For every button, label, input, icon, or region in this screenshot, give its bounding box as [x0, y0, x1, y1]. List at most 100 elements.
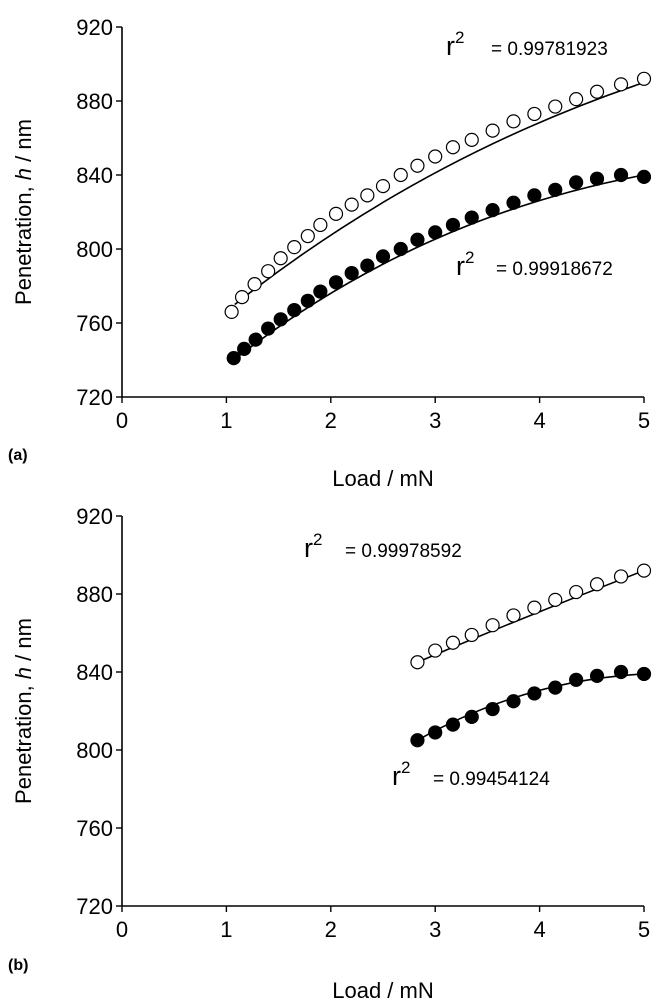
x-tick-label: 1 [220, 917, 232, 942]
y-axis-title: Penetration, h / nm [11, 119, 36, 305]
open-circle-point [234, 290, 250, 305]
y-tick-label: 840 [76, 163, 113, 188]
x-tick-label: 2 [325, 917, 337, 942]
x-tick-label: 1 [220, 408, 232, 433]
open-circle-point [569, 92, 584, 107]
open-circle-point [527, 106, 542, 122]
filled-circle-point [300, 293, 315, 308]
r-squared-symbol: r2 [446, 28, 464, 61]
open-circle-point [569, 584, 584, 600]
open-circle-point [247, 277, 262, 292]
filled-circle-point [273, 312, 288, 327]
filled-circle-point [464, 709, 479, 724]
x-tick-label: 4 [533, 917, 545, 942]
open-circle-point [287, 240, 302, 255]
panel-label: (b) [8, 957, 28, 974]
open-circle-point [344, 197, 359, 212]
filled-circle-point [360, 258, 375, 273]
filled-circle-point [445, 717, 461, 732]
filled-circle-point [313, 284, 328, 299]
open-circle-point [506, 114, 521, 129]
open-circle-point [589, 84, 605, 99]
r-squared-superscript: 2 [455, 28, 464, 47]
r-squared-superscript: 2 [313, 530, 322, 549]
filled-circle-point [506, 694, 521, 709]
panel-b: 720 760 800 840 880 920 0 1 2 3 4 5 Load / mN Penetra… [8, 504, 652, 1003]
filled-circle-point [375, 249, 391, 264]
open-circle-point [410, 158, 425, 173]
filled-circle-point [410, 232, 425, 247]
y-axis-title-variable: h [11, 168, 36, 180]
open-circle-point [613, 569, 629, 584]
y-axis-title-unit: / nm [11, 618, 36, 667]
filled-circle-point [569, 175, 584, 190]
filled-circle-point [569, 672, 584, 687]
y-axis-title: Penetration, h / nm [11, 618, 36, 804]
filled-circle-point [485, 203, 500, 218]
open-circle-point [375, 179, 391, 194]
filled-circle-point [636, 169, 652, 184]
open-circle-point [485, 618, 500, 633]
y-tick-label: 800 [76, 237, 113, 262]
r-squared-value: = 0.99454124 [433, 769, 550, 790]
filled-circle-point [445, 217, 461, 233]
r-squared-symbol: r2 [392, 758, 410, 791]
y-tick-label: 760 [76, 311, 113, 336]
y-tick-label: 920 [76, 504, 113, 529]
r-squared-r: r [392, 761, 401, 791]
open-circle-point [464, 132, 479, 147]
r-squared-value: = 0.99978592 [345, 541, 462, 562]
filled-circle-point [428, 725, 443, 740]
y-axis-title-unit: / nm [11, 119, 36, 168]
open-circle-point [300, 228, 315, 244]
filled-circle-point [506, 195, 521, 210]
filled-circle-point [527, 686, 542, 701]
filled-circle-point [226, 351, 241, 366]
open-circle-point [410, 655, 425, 670]
panel-a: 720 760 800 840 880 920 0 1 2 3 4 5 Load / mN Penetra… [8, 15, 652, 491]
y-tick-label: 800 [76, 738, 113, 763]
open-circle-point [527, 600, 542, 615]
x-axis-title: Load / mN [332, 978, 434, 1003]
filled-circle-point [237, 341, 252, 356]
y-tick-label: 720 [76, 385, 113, 410]
y-tick-label: 880 [76, 89, 113, 114]
y-tick-label: 880 [76, 582, 113, 607]
x-tick-label: 3 [429, 917, 441, 942]
open-circle-point [464, 627, 479, 643]
filled-circle-point [613, 664, 629, 680]
r-squared-r: r [456, 251, 465, 281]
open-circle-point [548, 592, 563, 607]
r-squared-symbol: r2 [456, 248, 474, 281]
open-circle-point [445, 635, 461, 650]
r-squared-symbol: r2 [304, 530, 322, 563]
y-tick-label: 840 [76, 660, 113, 685]
filled-circle-point [464, 210, 479, 225]
x-tick-label: 2 [325, 408, 337, 433]
open-circle-point [636, 71, 652, 86]
open-circle-point [485, 123, 500, 138]
filled-circle-point [248, 332, 263, 347]
open-circle-point [261, 264, 276, 279]
x-tick-label: 5 [638, 917, 650, 942]
open-circle-point [224, 304, 239, 319]
filled-circle-point [287, 302, 302, 318]
r-squared-r: r [446, 31, 455, 61]
open-circle-point [328, 206, 344, 221]
filled-circle-point [485, 701, 500, 717]
open-circle-point [613, 77, 629, 92]
filled-circle-point [527, 188, 542, 203]
open-circle-point [548, 99, 563, 114]
panel-label: (a) [8, 447, 28, 464]
x-tick-label: 3 [429, 408, 441, 433]
filled-circle-point [548, 680, 563, 695]
x-tick-label: 5 [638, 408, 650, 433]
y-axis-title-variable: h [11, 667, 36, 679]
y-axis-title-prefix: Penetration, [11, 180, 36, 305]
filled-circle-point [613, 167, 629, 183]
fit-curve [234, 81, 645, 306]
filled-circle-point [636, 666, 652, 682]
open-circle-point [273, 251, 288, 266]
r-squared-r: r [304, 533, 313, 563]
